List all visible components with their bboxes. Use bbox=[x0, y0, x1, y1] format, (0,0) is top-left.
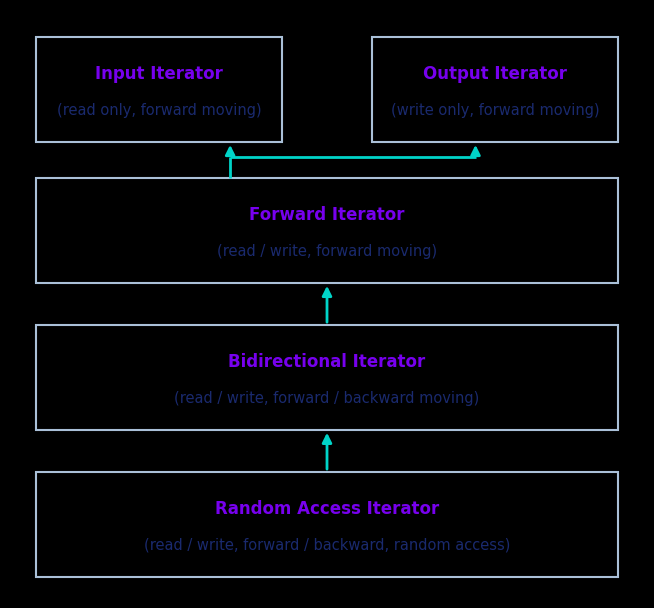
Text: (read only, forward moving): (read only, forward moving) bbox=[57, 103, 262, 118]
Text: Output Iterator: Output Iterator bbox=[423, 65, 567, 83]
Text: (read / write, forward moving): (read / write, forward moving) bbox=[217, 244, 437, 259]
Text: Input Iterator: Input Iterator bbox=[95, 65, 223, 83]
Text: (write only, forward moving): (write only, forward moving) bbox=[390, 103, 599, 118]
Text: Forward Iterator: Forward Iterator bbox=[249, 206, 405, 224]
FancyBboxPatch shape bbox=[37, 178, 617, 283]
Text: Bidirectional Iterator: Bidirectional Iterator bbox=[228, 353, 426, 371]
Text: (read / write, forward / backward moving): (read / write, forward / backward moving… bbox=[175, 391, 479, 406]
Text: (read / write, forward / backward, random access): (read / write, forward / backward, rando… bbox=[144, 538, 510, 553]
FancyBboxPatch shape bbox=[37, 37, 282, 142]
FancyBboxPatch shape bbox=[37, 472, 617, 577]
FancyBboxPatch shape bbox=[37, 325, 617, 430]
Text: Random Access Iterator: Random Access Iterator bbox=[215, 500, 439, 517]
FancyBboxPatch shape bbox=[372, 37, 617, 142]
